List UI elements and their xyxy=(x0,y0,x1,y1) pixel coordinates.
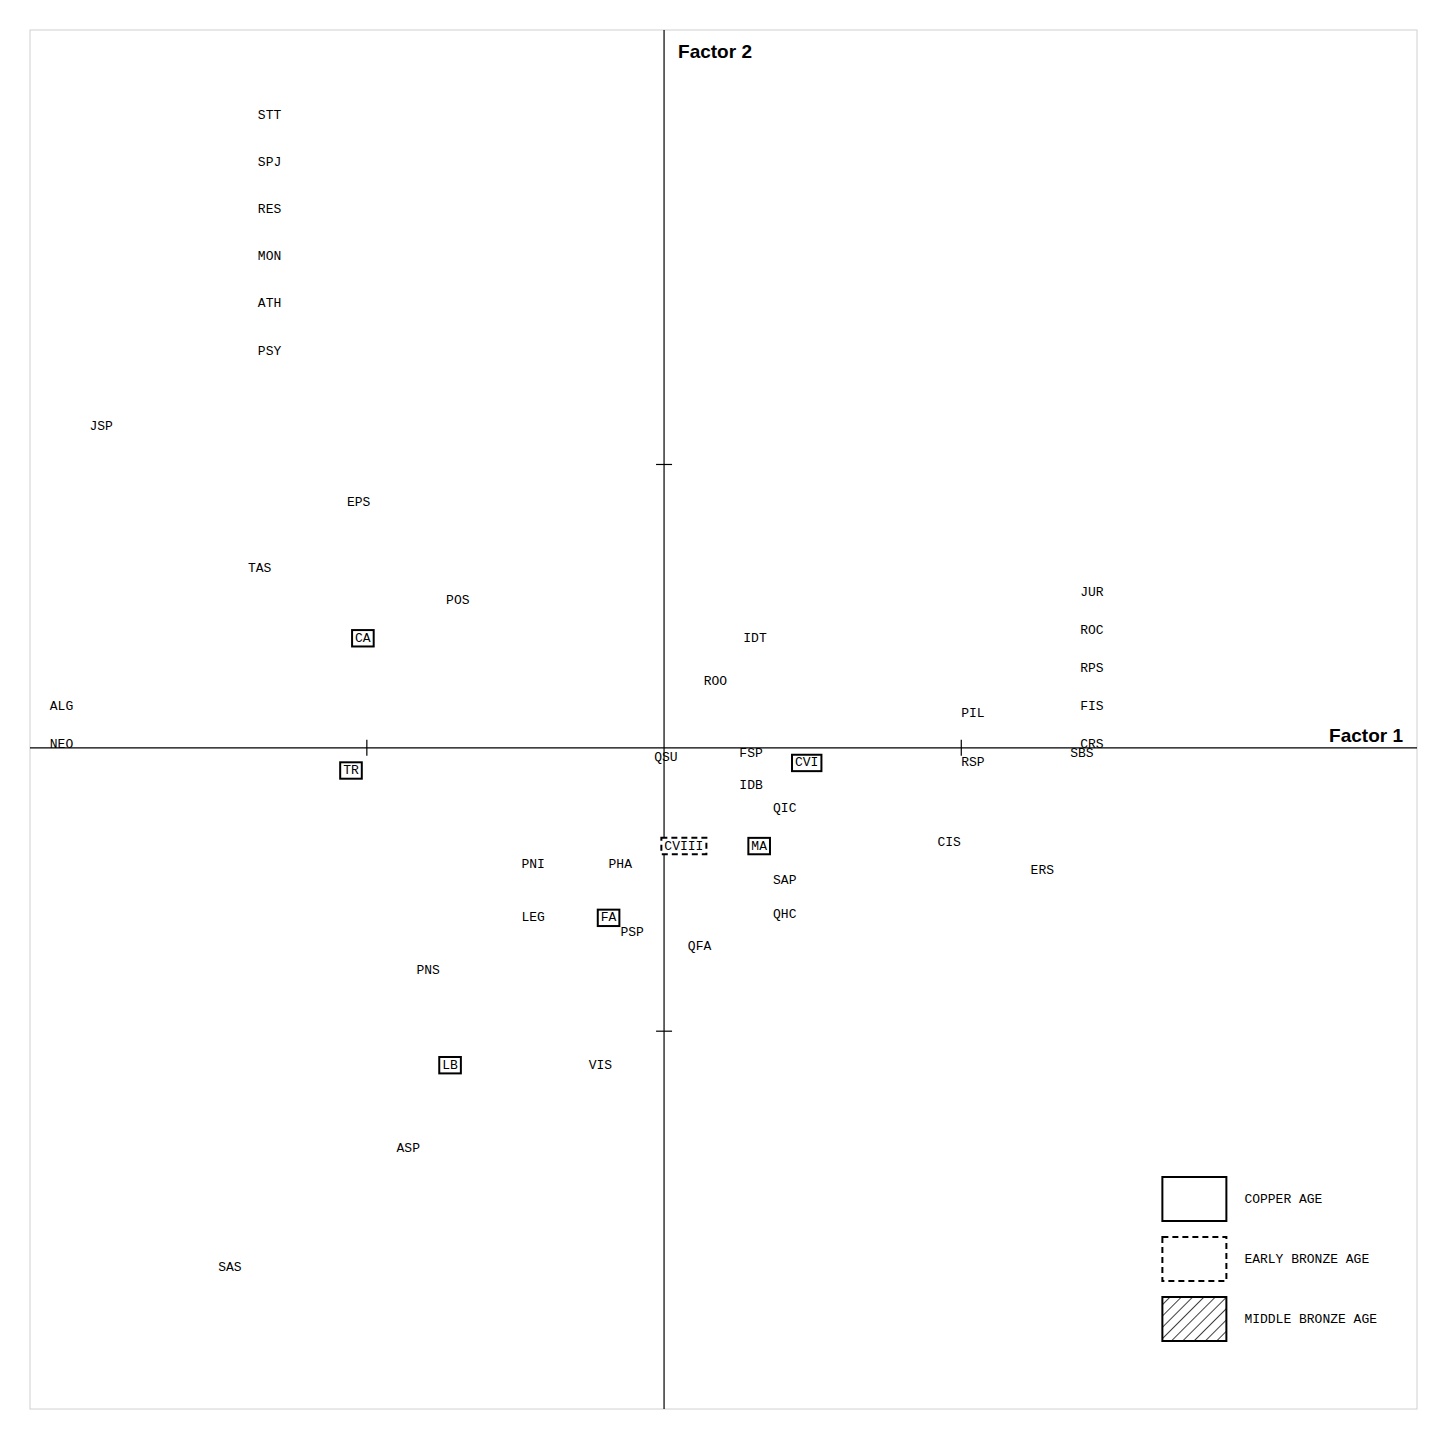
point-label: ATH xyxy=(258,296,281,311)
point-label: FIS xyxy=(1080,699,1104,714)
point-label: FA xyxy=(601,910,617,925)
point-label: MA xyxy=(751,839,767,854)
point-label: QFA xyxy=(688,939,712,954)
series: STT SPJ RES MON ATH PSY JSP EPS TAS POS IDT ROO ALG N… xyxy=(50,108,1104,1275)
point-label: ASP xyxy=(397,1141,421,1156)
point-label: PNI xyxy=(521,857,544,872)
x-tick xyxy=(366,740,367,756)
point-box xyxy=(748,838,770,854)
x-tick xyxy=(961,740,962,756)
legend-label: COPPER AGE xyxy=(1244,1192,1322,1207)
y-axis-label: Factor 2 xyxy=(678,41,752,62)
marks: STT SPJ RES MON ATH PSY JSP EPS TAS POS IDT ROO ALG N… xyxy=(50,108,1104,1275)
point-label: VIS xyxy=(589,1058,613,1073)
y-tick xyxy=(656,464,672,465)
legend: COPPER AGE EARLY BRONZE AGE MIDDLE BRONZE … xyxy=(1162,1177,1377,1341)
point-label: TR xyxy=(343,763,359,778)
point-label: LEG xyxy=(521,910,544,925)
point-label: RSP xyxy=(961,755,985,770)
x-axis-label: Factor 1 xyxy=(1329,725,1403,746)
point-box xyxy=(439,1057,461,1073)
point-box xyxy=(598,910,620,926)
point-label: MON xyxy=(258,249,281,264)
point-label: CIS xyxy=(937,835,961,850)
series: CVIII xyxy=(661,838,706,854)
point-label: STT xyxy=(258,108,282,123)
point-label: CVI xyxy=(795,755,818,770)
y-tick xyxy=(656,1031,672,1032)
point-label: LB xyxy=(442,1058,458,1073)
legend-swatch xyxy=(1162,1177,1226,1221)
point-label: POS xyxy=(446,593,470,608)
point-label: ROC xyxy=(1080,623,1104,638)
point-label: PSY xyxy=(258,344,282,359)
point-label: SPJ xyxy=(258,155,281,170)
point-label: ERS xyxy=(1031,863,1055,878)
chart: Factor 1 Factor 2 STT SPJ RES MON ATH PSY JSP EPS… xyxy=(0,0,1447,1439)
point-label: RPS xyxy=(1080,661,1104,676)
legend-swatch xyxy=(1162,1297,1226,1341)
point-label: PIL xyxy=(961,706,984,721)
point-box xyxy=(340,762,362,778)
x-axis xyxy=(30,747,1417,748)
legend-label: EARLY BRONZE AGE xyxy=(1244,1252,1369,1267)
point-label: RES xyxy=(258,202,282,217)
point-label: EPS xyxy=(347,495,371,510)
point-label: PNS xyxy=(416,963,440,978)
legend-swatch xyxy=(1162,1237,1226,1281)
point-label: QIC xyxy=(773,801,797,816)
point-label: FSP xyxy=(739,746,763,761)
point-label: CRS xyxy=(1080,737,1104,752)
point-label: JSP xyxy=(89,419,113,434)
series: CA TR FA LB CVI MA xyxy=(340,630,821,1073)
point-label: NEO xyxy=(50,737,74,752)
point-label: TAS xyxy=(248,561,272,576)
point-label: IDT xyxy=(743,631,767,646)
point-label: QSU xyxy=(654,750,677,765)
y-axis xyxy=(663,30,664,1409)
point-label: JUR xyxy=(1080,585,1104,600)
plot-frame xyxy=(30,30,1417,1409)
point-box xyxy=(352,630,374,646)
point-box xyxy=(661,838,706,854)
point-label: PHA xyxy=(609,857,633,872)
point-label: SAP xyxy=(773,873,797,888)
legend-label: MIDDLE BRONZE AGE xyxy=(1244,1312,1377,1327)
point-label: SAS xyxy=(218,1260,242,1275)
point-label: ROO xyxy=(704,674,728,689)
point-label: CA xyxy=(355,631,371,646)
point-label: PSP xyxy=(620,925,644,940)
point-label: ALG xyxy=(50,699,73,714)
point-label: QHC xyxy=(773,907,797,922)
point-box xyxy=(792,755,821,771)
point-label: CVIII xyxy=(664,839,703,854)
point-label: IDB xyxy=(739,778,763,793)
